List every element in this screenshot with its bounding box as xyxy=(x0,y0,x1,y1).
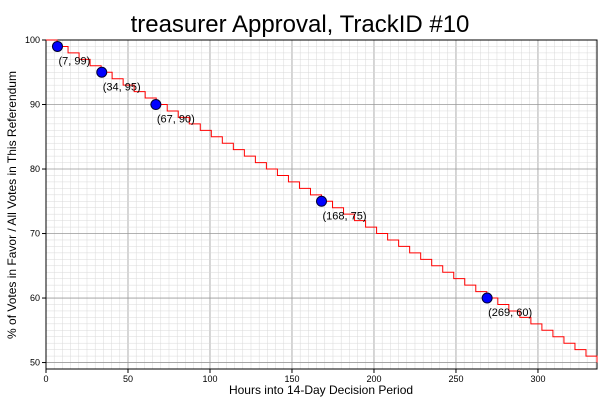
y-tick-label: 60 xyxy=(30,293,40,303)
highlight-point xyxy=(316,195,327,207)
y-tick-label: 70 xyxy=(30,229,40,239)
highlight-point-label: (168, 75) xyxy=(323,210,367,222)
y-axis-label: % of Votes in Favor / All Votes in This … xyxy=(5,71,19,339)
highlight-point-label: (7, 99) xyxy=(58,55,90,67)
highlight-points: (7, 99) (34, 95) (67, 90) (168, 75) (269, 60… xyxy=(51,40,532,319)
x-tick-label: 50 xyxy=(123,374,133,384)
y-tick-label: 50 xyxy=(30,358,40,368)
highlight-point xyxy=(481,292,493,304)
y-tick-label: 80 xyxy=(30,164,40,174)
highlight-point xyxy=(96,66,108,78)
x-axis-label: Hours into 14-Day Decision Period xyxy=(229,383,413,397)
x-tick-label: 100 xyxy=(202,374,217,384)
highlight-point-label: (67, 90) xyxy=(157,114,195,126)
x-tick-label: 0 xyxy=(43,374,48,384)
highlight-point-label: (269, 60) xyxy=(488,307,532,319)
x-tick-label: 300 xyxy=(530,374,545,384)
highlight-point-label: (34, 95) xyxy=(103,81,141,93)
chart-title: treasurer Approval, TrackID #10 xyxy=(131,11,470,38)
plot-area xyxy=(45,39,598,370)
y-tick-label: 100 xyxy=(25,35,40,45)
y-tick-label: 90 xyxy=(30,100,40,110)
x-tick-label: 250 xyxy=(448,374,463,384)
highlight-point xyxy=(150,99,162,111)
highlight-point xyxy=(51,40,63,52)
x-tick-label: 150 xyxy=(284,374,299,384)
x-tick-label: 200 xyxy=(366,374,381,384)
